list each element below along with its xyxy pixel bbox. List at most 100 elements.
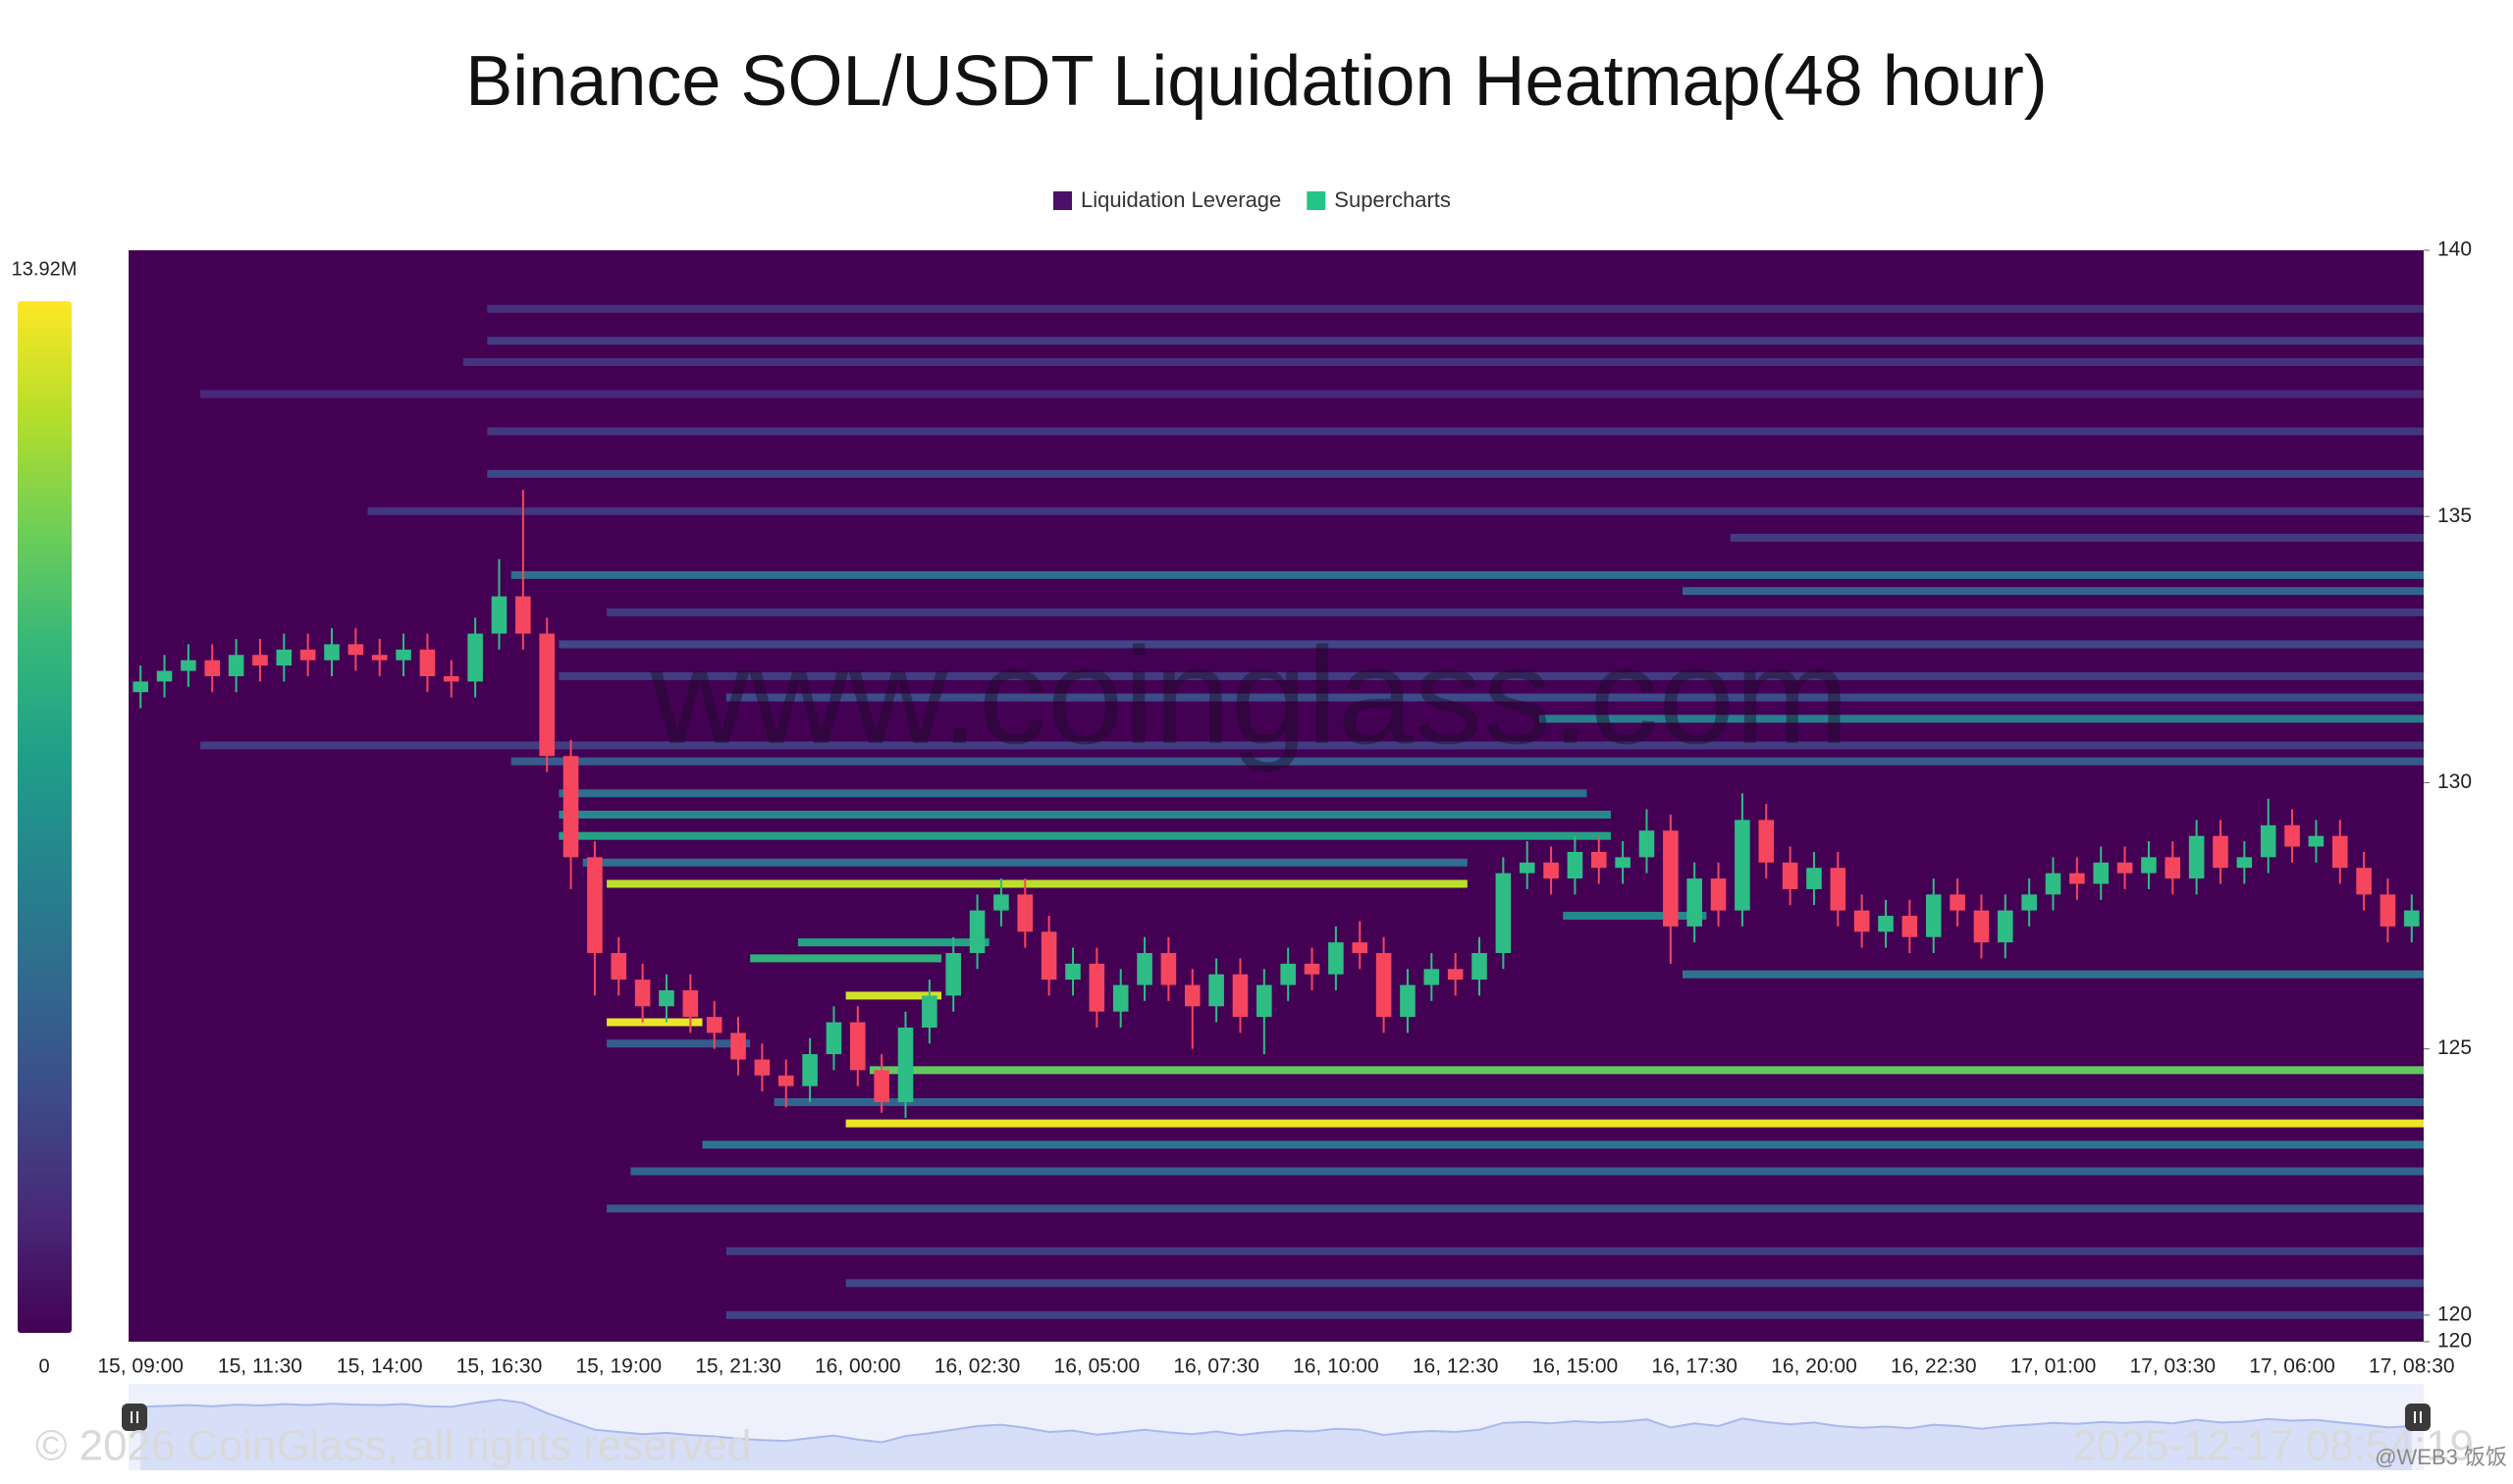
candle-body (922, 995, 937, 1028)
candle-body (1973, 910, 1990, 943)
candle-body (1447, 969, 1464, 980)
candle-body (1663, 830, 1679, 927)
candle-body (2213, 835, 2228, 869)
colorbar-label: 13.92M (12, 258, 78, 280)
navigator-handle[interactable] (122, 1404, 147, 1431)
liquidation-band (869, 1066, 2424, 1075)
legend-label: Supercharts (1334, 187, 1451, 212)
candle-body (706, 1017, 722, 1034)
candle-body (1017, 894, 1034, 932)
liquidation-band (845, 991, 942, 1000)
x-tick-label: 16, 17:30 (1651, 1355, 1738, 1378)
liquidation-band (774, 1097, 2424, 1106)
liquidation-band (725, 1246, 2424, 1255)
x-tick-label: 15, 16:30 (456, 1355, 543, 1378)
candle-body (659, 989, 674, 1007)
candle-body (682, 989, 699, 1018)
candle-body (1925, 894, 1942, 937)
candle-body (826, 1022, 842, 1055)
candle-body (1758, 820, 1775, 863)
candle-body (1423, 969, 1440, 985)
candle-body (1519, 862, 1535, 874)
legend-swatch (1307, 191, 1326, 210)
candle-body (1878, 916, 1894, 932)
x-tick-label: 17, 08:30 (2369, 1355, 2455, 1378)
candle-body (1089, 963, 1105, 1012)
candle-body (1686, 878, 1702, 927)
liquidation-band (725, 693, 2424, 702)
candle-body (1782, 862, 1798, 889)
candle-body (371, 655, 388, 661)
candle-body (2404, 910, 2420, 927)
x-tick-label: 15, 09:00 (97, 1355, 184, 1378)
x-tick-label: 16, 10:00 (1293, 1355, 1379, 1378)
candle-body (2379, 894, 2396, 927)
x-tick-label: 16, 02:30 (935, 1355, 1021, 1378)
navigator-line (140, 1399, 2412, 1444)
liquidation-band (559, 831, 1611, 840)
watermark: www.coinglass.com (649, 618, 1849, 772)
candle-body (2069, 873, 2085, 884)
x-tick-label: 17, 01:00 (2010, 1355, 2097, 1378)
liquidation-band (510, 570, 2424, 579)
candle-body (1065, 963, 1081, 980)
x-tick-label: 15, 19:00 (575, 1355, 662, 1378)
candle-body (2236, 857, 2253, 869)
chart-title: Binance SOL/USDT Liquidation Heatmap(48 … (465, 42, 2048, 121)
candle-body (2141, 857, 2157, 874)
candle-body (1184, 984, 1201, 1007)
candle-body (611, 953, 627, 980)
candle-body (730, 1033, 746, 1060)
candle-body (1615, 857, 1631, 869)
liquidation-band (607, 1204, 2425, 1213)
navigator-handle[interactable] (2405, 1404, 2431, 1431)
liquidation-band (845, 1119, 2424, 1128)
candle-body (634, 980, 651, 1007)
x-tick-label: 17, 06:00 (2249, 1355, 2335, 1378)
candle-body (2045, 873, 2061, 895)
candle-body (969, 910, 986, 954)
candle-body (2331, 835, 2348, 869)
x-tick-label: 16, 22:30 (1891, 1355, 1977, 1378)
liquidation-band (510, 757, 2424, 766)
candle-body (228, 655, 244, 676)
legend-label: Liquidation Leverage (1081, 187, 1281, 212)
liquidation-band (367, 506, 2424, 515)
liquidation-band (559, 810, 1611, 819)
x-tick-label: 16, 12:30 (1413, 1355, 1499, 1378)
liquidation-band (750, 954, 942, 963)
liquidation-band (725, 1310, 2424, 1319)
copyright: © 2026 CoinGlass, all rights reserved (35, 1422, 751, 1470)
candle-body (515, 596, 531, 634)
candle-body (1638, 830, 1655, 858)
timestamp: 2025-12-17 08:54:19 (2072, 1422, 2474, 1470)
candle-body (1735, 820, 1750, 911)
candle-body (1471, 953, 1487, 980)
candle-body (1160, 953, 1177, 985)
candle-body (754, 1059, 771, 1076)
legend-swatch (1053, 191, 1072, 210)
liquidation-band (607, 879, 1468, 888)
liquidation-band (559, 671, 2424, 680)
y-tick-label: 135 (2437, 504, 2472, 527)
candle-body (2165, 857, 2181, 879)
candle-body (396, 649, 411, 661)
liquidation-band (630, 1167, 2424, 1176)
y-tick-label: 120 (2437, 1330, 2472, 1352)
candle-body (1375, 953, 1392, 1018)
x-tick-label: 15, 11:30 (218, 1355, 302, 1378)
liquidation-band (487, 469, 2424, 478)
candle-body (348, 644, 364, 656)
candle-body (850, 1022, 866, 1071)
liquidation-band (1563, 912, 1707, 921)
candle-body (276, 649, 293, 666)
candle-body (443, 675, 459, 682)
candle-body (133, 681, 148, 693)
candle-body (1304, 963, 1320, 975)
candle-body (1400, 984, 1416, 1018)
liquidation-band (559, 640, 2424, 649)
candle-body (1806, 868, 1822, 889)
liquidation-band (582, 858, 1468, 867)
candle-body (1830, 868, 1846, 911)
x-tick-label: 15, 21:30 (695, 1355, 781, 1378)
